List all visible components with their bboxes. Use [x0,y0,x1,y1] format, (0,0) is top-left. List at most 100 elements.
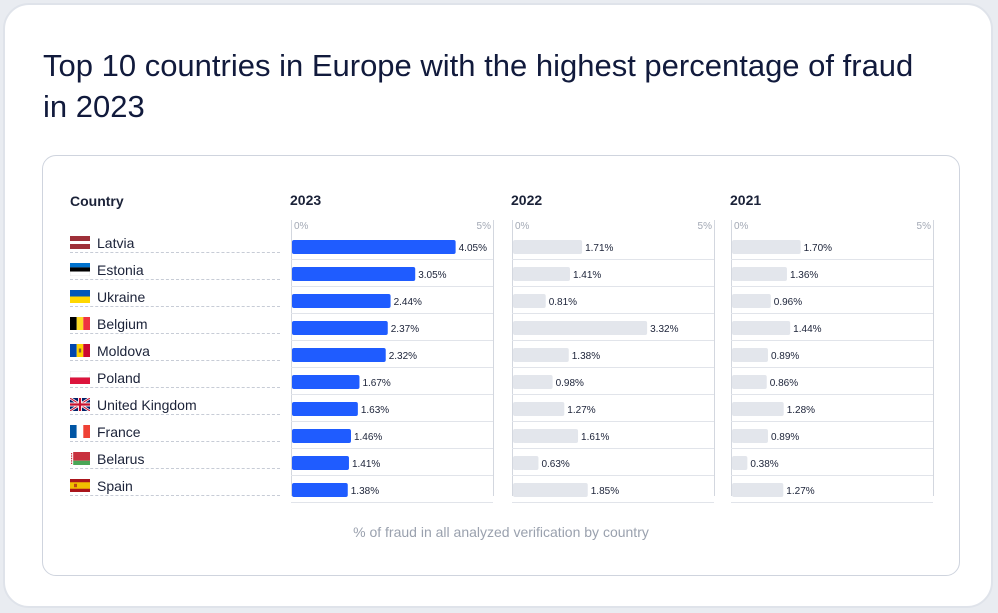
bar [292,456,349,470]
spain-flag-icon [70,479,90,492]
value-label: 3.32% [650,324,678,335]
bar [292,348,386,362]
bar [513,267,570,281]
axis-tick-label: 5% [477,221,492,232]
belarus-flag-icon [70,452,90,465]
country-label: Latvia [97,234,139,251]
value-label: 2.44% [394,297,422,308]
value-label: 1.44% [793,324,821,335]
bar [732,483,784,497]
country-row: Ukraine [70,287,280,307]
country-label: France [97,423,145,440]
bar [292,483,348,497]
bar [513,429,579,443]
value-label: 1.70% [804,243,832,254]
value-label: 1.38% [572,351,600,362]
value-label: 0.89% [771,351,799,362]
bar [513,348,569,362]
value-label: 1.38% [351,486,379,497]
chart-footnote: % of fraud in all analyzed verification … [353,524,649,540]
chart-panel: Country Latvia Estonia Ukraine Belgium Moldo… [42,155,960,576]
value-label: 1.36% [790,270,818,281]
value-label: 0.96% [774,297,802,308]
country-label: Ukraine [97,288,150,305]
country-row: Belgium [70,314,280,334]
bar [513,402,565,416]
country-label: Poland [97,369,145,386]
axis-tick-label: 0% [734,221,749,232]
ukraine-flag-icon [70,290,90,303]
uk-flag-icon [70,398,90,411]
bar [732,267,787,281]
value-label: 1.61% [581,432,609,443]
axis-tick-label: 5% [917,221,932,232]
value-label: 1.63% [361,405,389,416]
bar [732,402,784,416]
bar [513,240,583,254]
country-column-header: Country [70,193,124,209]
country-row: Spain [70,476,280,496]
country-label: Estonia [97,261,148,278]
country-label: Belgium [97,315,152,332]
bar [732,429,768,443]
value-label: 0.38% [750,459,778,470]
france-flag-icon [70,425,90,438]
country-row: Poland [70,368,280,388]
bar [732,321,791,335]
value-label: 0.89% [771,432,799,443]
value-label: 1.41% [352,459,380,470]
bar [292,321,388,335]
belgium-flag-icon [70,317,90,330]
bar [513,483,588,497]
value-label: 1.28% [787,405,815,416]
bar [732,348,768,362]
value-label: 0.63% [541,459,569,470]
bar [513,375,553,389]
bar [732,240,801,254]
country-label: United Kingdom [97,396,201,413]
bar [513,321,648,335]
value-label: 1.27% [567,405,595,416]
bar [292,294,391,308]
bar [513,456,539,470]
country-row: Estonia [70,260,280,280]
country-row: France [70,422,280,442]
bar [732,294,771,308]
value-label: 1.46% [354,432,382,443]
country-label: Belarus [97,450,149,467]
latvia-flag-icon [70,236,90,249]
axis-tick-label: 0% [515,221,530,232]
panel-year-label: 2021 [730,192,761,208]
value-label: 0.86% [770,378,798,389]
value-label: 1.67% [362,378,390,389]
axis-tick-label: 0% [294,221,309,232]
country-row: Latvia [70,233,280,253]
bar [292,375,360,389]
bar [513,294,546,308]
country-label: Spain [97,477,137,494]
bar [732,456,748,470]
country-label: Moldova [97,342,154,359]
value-label: 0.81% [549,297,577,308]
value-label: 0.98% [556,378,584,389]
bar [732,375,767,389]
value-label: 1.85% [591,486,619,497]
panel-2023: 2023 0% 5% 4.05% 3.05% 2.44% 2.37% 2.32% 1.67% 1.… [290,192,494,503]
country-row: Belarus [70,449,280,469]
value-label: 2.32% [389,351,417,362]
axis-tick-label: 5% [698,221,713,232]
panel-year-label: 2022 [511,192,542,208]
card: Top 10 countries in Europe with the high… [3,3,993,608]
panel-year-label: 2023 [290,192,321,208]
value-label: 3.05% [418,270,446,281]
value-label: 1.27% [786,486,814,497]
value-label: 4.05% [459,243,487,254]
panel-2022: 2022 0% 5% 1.71% 1.41% 0.81% 3.32% 1.38% 0.98% 1.… [511,192,715,503]
value-label: 1.41% [573,270,601,281]
bar [292,402,358,416]
value-label: 2.37% [391,324,419,335]
moldova-flag-icon [70,344,90,357]
bar [292,240,456,254]
page-title: Top 10 countries in Europe with the high… [43,48,914,124]
panel-2021: 2021 0% 5% 1.70% 1.36% 0.96% 1.44% 0.89% 0.86% 1.… [730,192,934,503]
